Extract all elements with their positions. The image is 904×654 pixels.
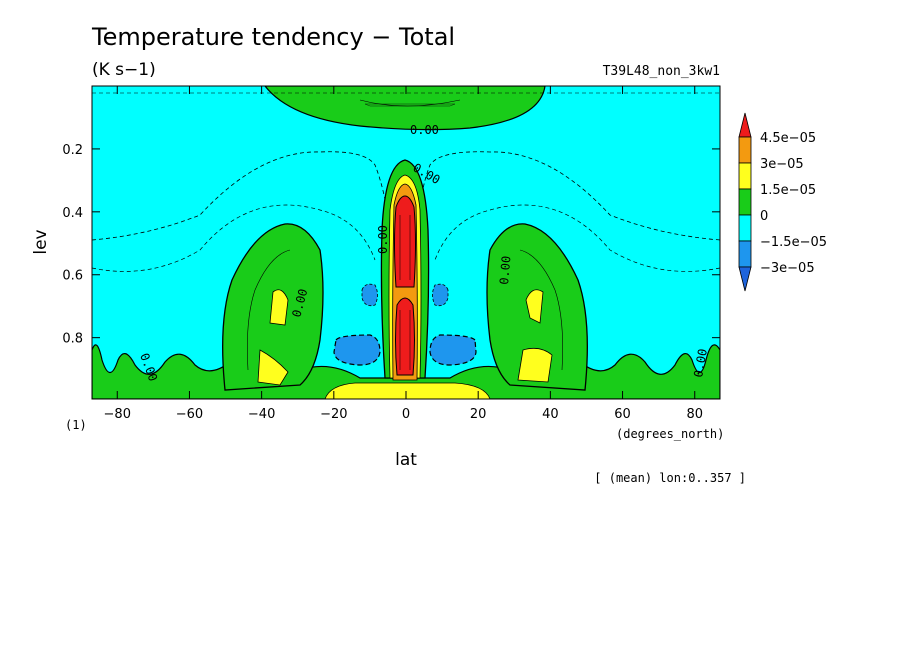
colorbar-segment [738, 136, 752, 164]
y-axis-units: (1) [65, 418, 87, 432]
y-tick-label: 0.4 [62, 206, 83, 221]
contour-label: 0.00 [497, 255, 513, 285]
colorbar-label: 3e−05 [760, 157, 804, 172]
run-label: T39L48_non_3kw1 [603, 64, 720, 79]
y-axis-label: lev [31, 229, 51, 254]
x-tick-label: 20 [470, 407, 487, 422]
x-axis-label: lat [395, 450, 417, 470]
y-tick-label: 0.6 [62, 269, 83, 284]
contour-label: 0.00 [376, 225, 390, 254]
colorbar-segment [738, 214, 752, 242]
colorbar-segment [738, 240, 752, 268]
colorbar-bottom-arrow [738, 266, 752, 292]
colorbar-label: 4.5e−05 [760, 131, 816, 146]
colorbar: 4.5e−05 3e−05 1.5e−05 0 −1.5e−05 −3e−05 [738, 112, 827, 292]
x-axis-units: (degrees_north) [616, 427, 724, 441]
colorbar-top-arrow [738, 112, 752, 138]
colorbar-segment [738, 162, 752, 190]
x-tick-label: −60 [176, 407, 203, 422]
x-tick-label: −20 [320, 407, 347, 422]
averaging-note: [ (mean) lon:0..357 ] [594, 471, 746, 485]
chart-title: Temperature tendency − Total [91, 23, 455, 51]
y-tick-label: 0.2 [62, 143, 83, 158]
y-tick-label: 0.8 [62, 332, 83, 347]
left-cooling-pool [333, 334, 381, 366]
x-axis: −80 −60 −40 −20 0 20 40 60 80 [104, 86, 703, 422]
x-tick-label: 80 [686, 407, 703, 422]
y-axis: 0.2 0.4 0.6 0.8 [62, 143, 720, 347]
colorbar-label: −3e−05 [760, 261, 815, 276]
contour-label: 0.00 [410, 123, 439, 137]
x-tick-label: 0 [402, 407, 410, 422]
chart-units: (K s−1) [92, 60, 156, 80]
lower-heating-core [395, 297, 415, 376]
x-tick-label: 40 [542, 407, 559, 422]
x-tick-label: −40 [248, 407, 275, 422]
colorbar-label: 0 [760, 209, 768, 224]
colorbar-label: 1.5e−05 [760, 183, 816, 198]
x-tick-label: 60 [614, 407, 631, 422]
colorbar-segment [738, 188, 752, 216]
contour-label: 0.00 [691, 348, 710, 379]
colorbar-label: −1.5e−05 [760, 235, 827, 250]
x-tick-label: −80 [104, 407, 131, 422]
upper-heating-core [394, 195, 416, 288]
upper-warming-region [264, 86, 546, 131]
contour-field [92, 86, 720, 399]
right-cooling-pool [429, 334, 477, 366]
